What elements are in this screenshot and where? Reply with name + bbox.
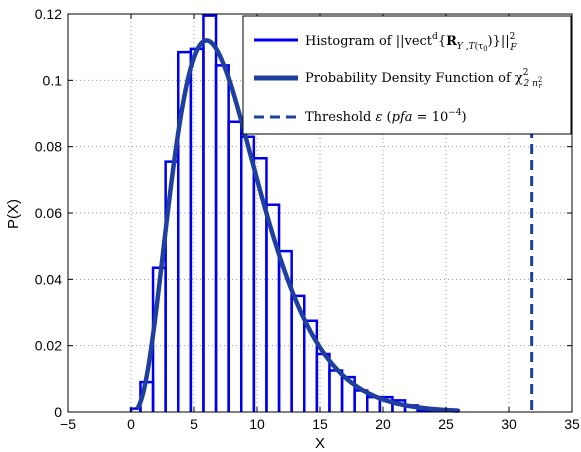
pdf-series [135,38,460,413]
y-tick-label: 0.06 [35,205,62,221]
legend-threshold-label: Threshold ε (pfa = 10−4) [305,108,467,125]
legend-pdf-prefix: Probability Density Function of χ [305,71,523,86]
legend-pdf-sub: 2 n [523,79,539,89]
legend-pdf-label: Probability Density Function of χ2 2 n2 r [305,68,542,90]
legend-threshold-sup: −4 [448,108,462,118]
y-axis-label: P(X) [5,199,22,229]
y-tick-label: 0.04 [35,271,62,287]
legend-histogram-prefix: Histogram of ||vect [305,34,433,49]
legend-histogram-label: Histogram of ||vectd{RY ,T(τ0)}||2 F [305,32,517,53]
legend-histogram-R: R [446,34,457,49]
legend: Histogram of ||vectd{RY ,T(τ0)}||2 F Prob… [242,15,572,135]
legend-threshold-prefix: Threshold [305,110,375,125]
legend-threshold-eq: = 10 [413,110,449,125]
legend-pdf-sub-sub: r [538,82,542,90]
x-tick-label: 20 [375,416,391,432]
pdf-line [135,38,460,413]
legend-threshold-open: ( [382,110,391,125]
x-tick-label: 15 [312,416,328,432]
legend-pdf-sup: 2 [523,68,529,78]
legend-pdf-sub-sup: 2 [538,76,542,84]
legend-histogram-mid: { [438,34,446,49]
y-tick-label: 0.12 [35,6,62,22]
y-tick-label: 0.08 [35,139,62,155]
legend-threshold-eps: ε [375,110,382,125]
legend-histogram-close: )}|| [488,34,510,49]
legend-histogram-tau: (τ [475,41,484,52]
x-tick-label: 10 [249,416,265,432]
legend-histogram-norm-sup: 2 [510,32,516,42]
legend-histogram-sub: Y ,T [457,42,476,52]
y-tick-label: 0.02 [35,338,62,354]
legend-threshold-close: ) [462,110,467,125]
legend-threshold-pfa: pfa [392,110,413,125]
x-tick-label: 30 [501,416,517,432]
y-tick-label: 0 [54,404,62,420]
legend-box [242,15,572,135]
x-tick-label: −5 [60,416,76,432]
legend-histogram-tau-sub: 0 [483,45,487,53]
x-tick-label: 0 [127,416,135,432]
x-tick-label: 35 [564,416,580,432]
x-tick-label: 25 [438,416,454,432]
x-tick-label: 5 [190,416,198,432]
x-axis-label: X [315,435,325,452]
legend-histogram-norm-sub: F [509,43,517,53]
y-tick-label: 0.1 [43,72,63,88]
legend-histogram-sup: d [432,32,438,42]
